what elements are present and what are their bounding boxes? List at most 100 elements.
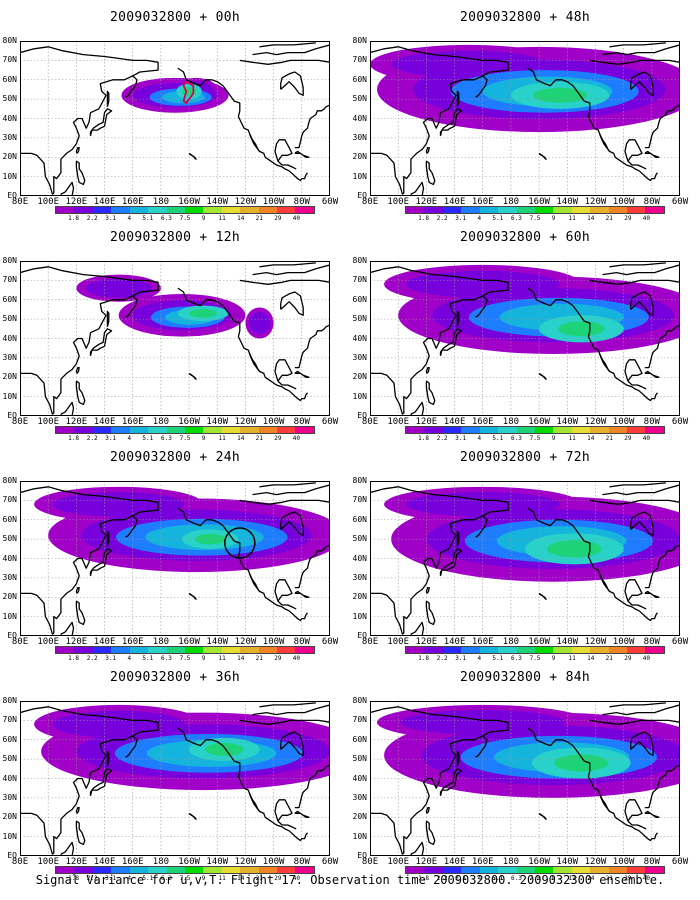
lat-tick-label: 80N: [352, 36, 367, 45]
lon-tick-label: 140E: [93, 637, 116, 647]
coastline: [125, 515, 138, 538]
colorbar-swatch: [516, 427, 535, 433]
coastline: [624, 579, 643, 602]
colorbar-swatch: [479, 427, 499, 433]
colorbar-label: 21: [255, 215, 263, 222]
lon-tick-label: 160W: [178, 857, 200, 867]
lat-tick-label: 40N: [2, 113, 17, 123]
coastline: [274, 579, 293, 602]
map-frame: [370, 701, 680, 856]
coastline: [89, 328, 113, 357]
panel-title: 2009032800 + 36h: [109, 670, 241, 685]
colorbar-swatch: [461, 207, 480, 213]
map-panel: 2009032800 + 48h 80N 70N 60N 50N 40N 30N 20N 10N…: [350, 0, 700, 222]
colorbar-swatch: [534, 207, 554, 213]
lat-tick-label: 30N: [2, 792, 17, 802]
lon-tick-label: 80W: [293, 637, 310, 647]
colorbar-label: 9: [201, 655, 206, 662]
colorbar-label: 5.1: [492, 875, 504, 882]
coastline: [602, 484, 680, 496]
coastline: [527, 287, 659, 402]
lat-tick-label: 10N: [2, 831, 17, 841]
lat-tick-label: 30N: [352, 132, 367, 142]
lat-tick-label: 20N: [352, 152, 367, 162]
coastline: [20, 486, 159, 635]
coastline: [425, 366, 430, 374]
coastline: [425, 806, 430, 814]
lat-tick-label: 10N: [2, 391, 17, 401]
lon-tick-label: 100E: [387, 637, 410, 647]
colorbar-swatch: [498, 427, 517, 433]
coastline: [644, 810, 660, 818]
colorbar-label: 11: [568, 435, 576, 442]
colorbar-swatch: [627, 867, 646, 873]
colorbar-label: 9: [551, 875, 556, 882]
coastline: [630, 291, 654, 316]
colorbar-label: 3.1: [455, 655, 467, 662]
lon-tick-label: 100W: [612, 637, 635, 647]
colorbar-label: 11: [218, 435, 226, 442]
colorbar-swatch: [498, 207, 517, 213]
coastline: [20, 46, 159, 195]
lon-tick-label: 120E: [65, 417, 88, 427]
colorbar-label: 3.1: [455, 435, 467, 442]
colorbar-swatch: [129, 427, 149, 433]
map-panel: 2009032800 + 00h 80N 70N 60N 50N 40N 30N 20N 10N…: [0, 0, 350, 222]
colorbar-label: 7.5: [529, 655, 541, 662]
coastline: [624, 139, 643, 162]
lon-tick-label: 140W: [206, 417, 229, 427]
colorbar-swatch: [553, 427, 572, 433]
variance-shading: [547, 540, 602, 558]
lat-tick-label: 20N: [2, 372, 17, 382]
lat-tick-label: 80N: [352, 476, 367, 485]
coastline: [599, 573, 611, 593]
coastline: [627, 600, 647, 610]
lat-tick-label: 50N: [352, 534, 367, 544]
colorbar-swatch: [645, 427, 664, 433]
colorbar-swatch: [166, 207, 185, 213]
colorbar-label: 5.1: [142, 655, 154, 662]
lat-tick-label: 70N: [2, 55, 17, 65]
colorbar-swatch: [221, 867, 241, 873]
lon-tick-label: 140E: [443, 197, 466, 207]
colorbar-swatch: [608, 207, 628, 213]
lat-tick-label: EQ: [357, 411, 367, 420]
lon-tick-label: 160W: [528, 857, 550, 867]
coastline: [294, 764, 330, 809]
lat-tick-label: 60N: [352, 294, 367, 304]
lat-tick-label: 40N: [352, 553, 367, 563]
coastline: [609, 42, 666, 48]
coastline: [624, 799, 643, 822]
coastline: [280, 71, 304, 96]
coastline: [60, 181, 75, 196]
map-area: [370, 481, 680, 636]
lon-tick-label: 100W: [612, 857, 635, 867]
colorbar-swatch: [240, 647, 259, 653]
colorbar-swatch: [258, 867, 278, 873]
colorbar-swatch: [295, 207, 314, 213]
colorbar-swatch: [92, 867, 112, 873]
lat-tick-label: 70N: [2, 715, 17, 725]
colorbar-swatch: [461, 867, 480, 873]
colorbar-label: 6.3: [161, 435, 172, 442]
panel-title: 2009032800 + 00h: [109, 10, 241, 25]
coastline: [609, 262, 666, 268]
lon-tick-label: 140E: [93, 417, 116, 427]
colorbar-swatch: [92, 647, 112, 653]
coastline: [630, 731, 654, 756]
panel-title: 2009032800 + 24h: [109, 450, 241, 465]
colorbar-label: 2.2: [436, 215, 448, 222]
lat-tick-label: 20N: [2, 812, 17, 822]
highlight-circle: [224, 527, 256, 559]
lon-tick-label: 180: [152, 637, 170, 647]
lon-tick-label: 80E: [361, 197, 379, 207]
variance-shading: [52, 492, 185, 517]
colorbar-label: 9: [201, 435, 206, 442]
coastline: [475, 295, 488, 318]
coastline: [259, 482, 316, 488]
coastline: [644, 370, 660, 378]
lon-tick-label: 160W: [178, 417, 200, 427]
lon-tick-label: 60W: [321, 857, 339, 867]
coastline: [75, 160, 86, 186]
lon-tick-label: 60W: [321, 197, 339, 207]
